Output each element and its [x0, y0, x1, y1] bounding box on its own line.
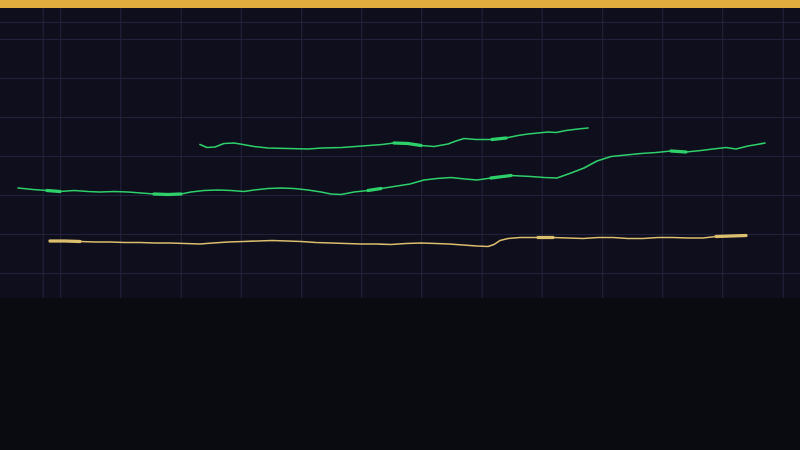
green-line-middle-bold — [489, 173, 513, 180]
top-accent-bar — [0, 0, 800, 8]
green-line-middle-bold — [366, 186, 383, 193]
caption-panel: Best Free Forex EA Expert Advisors 2026 … — [0, 298, 800, 450]
yellow-line-lower — [49, 234, 747, 248]
yellow-line-lower-bold — [48, 239, 82, 244]
green-line-upper — [199, 127, 589, 150]
green-line-upper-bold — [392, 141, 423, 148]
price-chart-area — [0, 8, 800, 298]
yellow-line-lower-bold — [714, 233, 748, 239]
green-line-middle-bold — [152, 192, 183, 197]
green-line-middle — [17, 142, 766, 196]
green-line-upper-bold — [490, 136, 508, 142]
green-line-middle-bold — [669, 149, 688, 154]
chart-lines — [17, 127, 766, 248]
green-line-middle-bold — [45, 188, 62, 194]
